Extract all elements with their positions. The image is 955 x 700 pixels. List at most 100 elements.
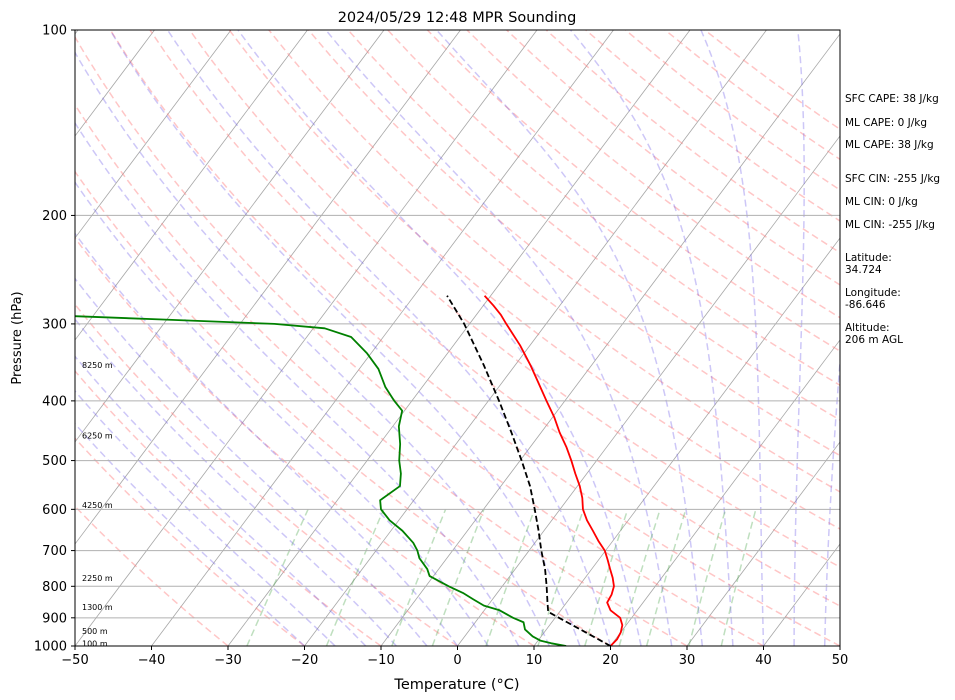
y-tick-label: 300 [42, 317, 67, 332]
moist-adiabat-line [75, 51, 550, 646]
dry-adiabat-line [75, 35, 764, 646]
height-label: 4250 m [82, 501, 113, 510]
dry-adiabat-line [387, 30, 840, 387]
y-tick-label: 100 [42, 24, 67, 39]
isotherm-line [610, 339, 840, 646]
mixing-ratio-line [584, 509, 629, 646]
x-tick-label: 50 [832, 653, 849, 668]
isotherm-line [0, 30, 2, 646]
temperature-profile-line [483, 295, 624, 646]
dry-adiabat-line [75, 236, 535, 646]
ml-cape-text-2: ML CAPE: 38 J/kg [845, 139, 934, 151]
isotherm-line [457, 135, 840, 646]
moist-adiabat-line [75, 232, 459, 646]
dry-adiabat-line [75, 170, 611, 646]
isotherm-line [75, 30, 155, 137]
y-tick-label: 900 [42, 611, 67, 626]
moist-adiabat-line [75, 318, 397, 646]
moist-adiabat-line [75, 422, 306, 646]
longitude-label: Longitude: [845, 287, 901, 299]
x-tick-label: −40 [138, 653, 165, 668]
isotherm-line [75, 30, 461, 545]
mixing-ratio-line [431, 509, 485, 646]
x-tick-label: −50 [61, 653, 88, 668]
height-label: 500 m [82, 627, 108, 636]
latitude-value: 34.724 [845, 264, 882, 276]
latitude-label: Latitude: [845, 252, 892, 264]
moist-adiabat-line [793, 30, 805, 646]
x-axis-label: Temperature (°C) [393, 677, 519, 693]
x-tick-label: 30 [679, 653, 696, 668]
dewpoint-profile-line [75, 315, 567, 646]
height-label: 1300 m [82, 603, 113, 612]
isotherm-line [75, 30, 385, 443]
x-tick-label: 0 [453, 653, 461, 668]
isotherm-line [380, 33, 840, 646]
moist-adiabat-line [166, 30, 612, 646]
ml-cin-text-2: ML CIN: -255 J/kg [845, 219, 935, 231]
isotherm-line [227, 30, 691, 646]
dry-adiabat-line [75, 103, 688, 646]
sfc-cin-text: SFC CIN: -255 J/kg [845, 173, 941, 185]
isotherm-line [304, 30, 767, 646]
mixing-ratio-line [720, 509, 757, 646]
moist-adiabat-line [75, 180, 489, 646]
moist-adiabat-line [75, 389, 336, 646]
mixing-ratio-line [537, 509, 585, 646]
dry-adiabat-line [268, 30, 840, 493]
x-tick-label: 10 [526, 653, 543, 668]
height-label: 2250 m [82, 574, 113, 583]
y-tick-label: 700 [42, 544, 67, 559]
dry-adiabat-line [307, 30, 840, 457]
plot-frame [74, 29, 841, 647]
height-label: 100 m [82, 639, 108, 648]
moist-adiabat-line [75, 277, 428, 646]
dry-adiabat-line [109, 30, 840, 646]
dry-adiabat-line [426, 30, 840, 352]
y-tick-label: 400 [42, 394, 67, 409]
isotherm-line [75, 30, 308, 341]
isotherm-line [151, 30, 614, 646]
moist-adiabat-line [75, 121, 520, 646]
x-tick-label: −30 [214, 653, 241, 668]
dry-adiabat-line [75, 369, 382, 646]
y-tick-label: 600 [42, 503, 67, 518]
x-tick-label: 40 [755, 653, 772, 668]
chart-title: 2024/05/29 12:48 MPR Sounding [338, 10, 577, 26]
height-label: 6250 m [82, 431, 113, 440]
height-label: 8250 m [82, 361, 113, 370]
moist-adiabat-line [823, 353, 840, 646]
dry-adiabat-line [75, 437, 305, 646]
altitude-value: 206 m AGL [845, 334, 903, 346]
ml-cin-text: ML CIN: 0 J/kg [845, 196, 918, 208]
mixing-ratio-line [485, 509, 536, 646]
dry-adiabat-line [75, 303, 458, 646]
dry-adiabat-line [189, 30, 840, 568]
moist-adiabat-line [109, 30, 581, 646]
y-axis-label: Pressure (hPa) [10, 291, 25, 384]
y-tick-label: 200 [42, 209, 67, 224]
x-tick-label: −20 [291, 653, 318, 668]
y-tick-label: 500 [42, 454, 67, 469]
parcel-profile-line [446, 295, 611, 646]
longitude-value: -86.646 [845, 299, 886, 311]
y-tick-label: 1000 [34, 640, 67, 655]
moist-adiabat-line [325, 30, 673, 646]
mixing-ratio-line [618, 509, 661, 646]
y-tick-label: 800 [42, 580, 67, 595]
moist-adiabat-line [75, 355, 367, 646]
dry-adiabat-line [149, 30, 840, 607]
isotherm-line [686, 441, 840, 646]
isotherm-line [75, 30, 538, 646]
mixing-ratio-line [391, 509, 447, 646]
x-tick-label: 20 [602, 653, 619, 668]
isotherm-line [75, 30, 232, 239]
sfc-cape-text: SFC CAPE: 38 J/kg [845, 93, 939, 105]
moist-adiabat-line [237, 30, 642, 646]
dry-adiabat-line [347, 30, 840, 421]
x-tick-label: −10 [367, 653, 394, 668]
moist-adiabat-line [700, 30, 765, 646]
isotherm-line [533, 237, 840, 646]
